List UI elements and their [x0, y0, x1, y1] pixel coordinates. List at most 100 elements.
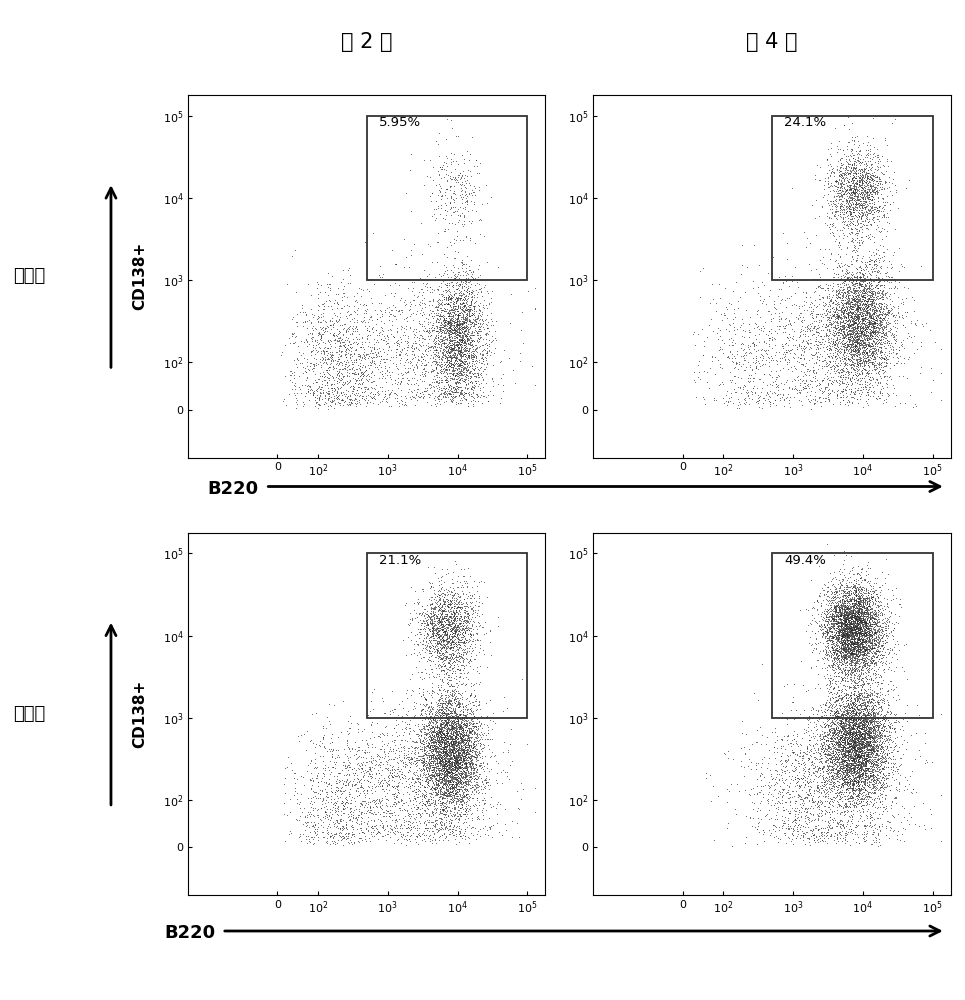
Point — [853, 609, 869, 625]
Point — [435, 645, 451, 661]
Point — [912, 748, 927, 764]
Point — [861, 328, 876, 344]
Point — [844, 304, 860, 320]
Point — [868, 626, 884, 642]
Point — [861, 734, 876, 750]
Point — [441, 650, 456, 666]
Point — [835, 319, 850, 335]
Point — [437, 627, 453, 643]
Point — [823, 764, 839, 780]
Point — [843, 735, 859, 751]
Point — [865, 738, 880, 754]
Point — [332, 363, 347, 379]
Point — [857, 645, 872, 661]
Point — [875, 190, 891, 206]
Point — [784, 771, 799, 787]
Point — [460, 278, 476, 294]
Point — [444, 391, 459, 407]
Point — [464, 784, 480, 800]
Point — [424, 727, 439, 743]
Point — [870, 767, 886, 783]
Point — [433, 663, 449, 679]
Point — [868, 596, 883, 612]
Point — [850, 192, 866, 208]
Point — [325, 830, 341, 846]
Point — [455, 321, 471, 337]
Point — [835, 706, 850, 722]
Point — [881, 697, 896, 713]
Point — [848, 347, 864, 363]
Point — [871, 831, 887, 847]
Point — [449, 747, 464, 763]
Point — [440, 596, 455, 612]
Point — [435, 745, 451, 761]
Point — [871, 724, 887, 740]
Point — [447, 719, 462, 735]
Point — [857, 602, 872, 618]
Point — [820, 362, 836, 378]
Point — [436, 727, 452, 743]
Point — [432, 701, 448, 717]
Point — [426, 739, 441, 755]
Point — [453, 382, 468, 398]
Point — [874, 680, 890, 696]
Point — [843, 269, 859, 285]
Point — [851, 717, 867, 733]
Point — [855, 718, 870, 734]
Point — [372, 386, 387, 402]
Point — [874, 321, 890, 337]
Point — [828, 768, 843, 784]
Point — [448, 705, 463, 721]
Point — [816, 617, 832, 633]
Point — [453, 828, 468, 844]
Point — [854, 709, 869, 725]
Point — [438, 324, 454, 340]
Point — [825, 294, 841, 310]
Point — [880, 368, 896, 384]
Point — [416, 613, 431, 629]
Point — [827, 725, 842, 741]
Point — [334, 343, 349, 359]
Point — [446, 296, 461, 312]
Point — [404, 733, 420, 749]
Point — [758, 387, 774, 403]
Point — [304, 329, 319, 345]
Point — [839, 632, 854, 648]
Point — [865, 652, 880, 668]
Point — [867, 649, 882, 665]
Point — [824, 749, 840, 765]
Point — [849, 268, 865, 284]
Point — [466, 661, 482, 677]
Point — [835, 650, 850, 666]
Point — [859, 744, 874, 760]
Point — [857, 669, 872, 685]
Point — [872, 643, 888, 659]
Point — [461, 769, 477, 785]
Point — [859, 618, 874, 634]
Point — [825, 657, 841, 673]
Point — [454, 773, 469, 789]
Point — [444, 718, 459, 734]
Point — [857, 296, 872, 312]
Point — [355, 749, 371, 765]
Point — [821, 632, 837, 648]
Point — [432, 721, 448, 737]
Point — [871, 282, 887, 298]
Point — [734, 335, 750, 351]
Point — [427, 616, 442, 632]
Point — [859, 762, 874, 778]
Point — [376, 705, 392, 721]
Point — [831, 644, 846, 660]
Point — [837, 166, 852, 182]
Point — [455, 342, 471, 358]
Point — [839, 312, 854, 328]
Point — [340, 297, 355, 313]
Point — [418, 802, 433, 818]
Point — [480, 285, 495, 301]
Point — [417, 803, 432, 819]
Point — [427, 740, 442, 756]
Point — [395, 769, 410, 785]
Point — [463, 289, 479, 305]
Point — [802, 711, 817, 727]
Point — [290, 359, 305, 375]
